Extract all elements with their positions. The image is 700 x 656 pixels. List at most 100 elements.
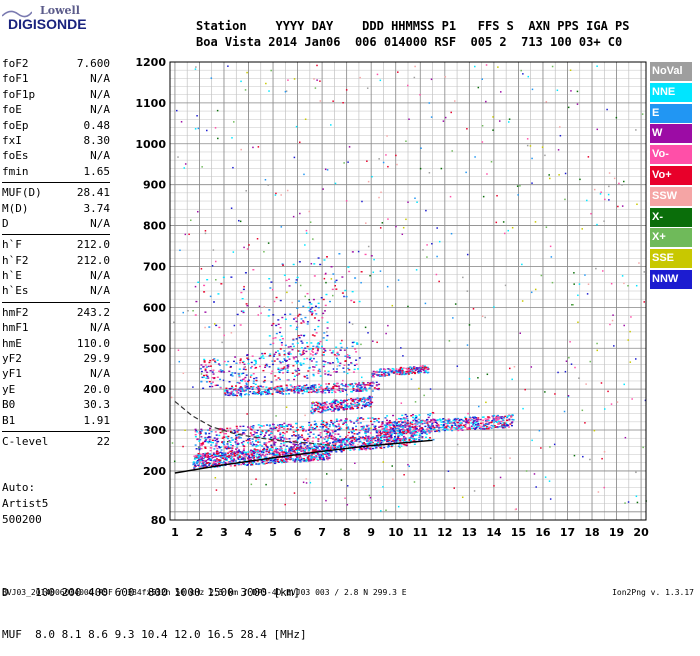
noise-point xyxy=(324,168,327,171)
echo-point xyxy=(485,422,488,425)
echo-point xyxy=(335,407,338,409)
echo-point xyxy=(358,436,361,438)
echo-point xyxy=(360,399,363,401)
echo-point xyxy=(402,435,405,438)
echo-point xyxy=(316,343,319,345)
noise-point xyxy=(534,221,537,223)
echo-point xyxy=(322,444,325,446)
echo-point xyxy=(402,430,405,433)
echo-point xyxy=(317,406,320,409)
echo-point xyxy=(288,358,291,360)
echo-point xyxy=(295,455,298,457)
echo-point xyxy=(310,347,313,350)
noise-point xyxy=(366,87,369,89)
echo-point xyxy=(228,381,231,383)
echo-point xyxy=(247,451,250,453)
noise-point xyxy=(481,315,484,317)
noise-point xyxy=(567,106,570,109)
echo-point xyxy=(322,442,325,444)
echo-point xyxy=(297,459,300,461)
echo-point xyxy=(331,432,334,434)
echo-point xyxy=(439,419,442,422)
echo-point xyxy=(257,386,260,389)
footer-file-info: BVJ03_2014006014000.RSF / 384fx512h 50 k… xyxy=(2,588,407,597)
echo-point xyxy=(286,369,289,372)
echo-point xyxy=(309,460,312,462)
echo-point xyxy=(199,433,202,436)
echo-point xyxy=(472,418,475,420)
echo-point xyxy=(372,376,375,378)
echo-point xyxy=(511,414,514,417)
echo-point xyxy=(371,372,374,375)
echo-point xyxy=(200,458,203,460)
echo-point xyxy=(297,389,300,391)
echo-point xyxy=(412,416,415,419)
echo-point xyxy=(200,364,203,366)
echo-point xyxy=(410,371,413,373)
noise-point xyxy=(559,126,561,128)
echo-point xyxy=(286,457,289,460)
echo-point xyxy=(241,452,244,454)
noise-point xyxy=(387,165,389,168)
echo-point xyxy=(383,436,386,438)
echo-point xyxy=(335,346,338,348)
echo-point xyxy=(304,429,307,432)
echo-point xyxy=(370,396,373,399)
echo-point xyxy=(251,392,254,395)
echo-point xyxy=(283,456,286,458)
echo-point xyxy=(285,452,288,454)
echo-point xyxy=(358,357,361,359)
x-tick-label: 9 xyxy=(367,526,375,539)
echo-point xyxy=(200,370,203,373)
echo-point xyxy=(219,431,222,434)
echo-point xyxy=(224,445,227,448)
echo-point xyxy=(500,420,503,423)
echo-point xyxy=(253,392,256,395)
echo-point xyxy=(303,460,306,462)
parameter-value: N/A xyxy=(90,216,110,230)
echo-point xyxy=(217,293,220,295)
echo-point xyxy=(270,281,273,283)
echo-point xyxy=(355,359,358,361)
echo-point xyxy=(321,448,324,450)
noise-point xyxy=(233,324,236,327)
echo-point xyxy=(197,464,200,466)
echo-point xyxy=(383,424,386,426)
noise-point xyxy=(385,154,387,156)
echo-point xyxy=(323,447,326,449)
echo-point xyxy=(310,342,313,344)
noise-point xyxy=(190,219,192,222)
noise-point xyxy=(287,79,289,81)
echo-point xyxy=(408,425,411,427)
noise-point xyxy=(251,441,254,443)
echo-point xyxy=(306,323,309,325)
echo-point xyxy=(397,370,400,372)
echo-point xyxy=(251,438,254,440)
echo-point xyxy=(274,388,277,390)
echo-point xyxy=(337,409,340,412)
echo-point xyxy=(382,434,385,437)
echo-point xyxy=(219,387,222,389)
noise-point xyxy=(521,263,523,266)
header-values: Boa Vista 2014 Jan06 006 014000 RSF 005 … xyxy=(196,35,623,49)
echo-point xyxy=(234,356,237,358)
noise-point xyxy=(444,116,447,119)
echo-point xyxy=(312,386,315,388)
echo-point xyxy=(364,439,367,441)
echo-point xyxy=(283,451,286,454)
noise-point xyxy=(407,84,409,87)
echo-point xyxy=(323,406,326,409)
echo-point xyxy=(403,371,406,373)
echo-point xyxy=(274,388,277,391)
echo-point xyxy=(342,384,345,387)
echo-point xyxy=(218,445,221,448)
noise-point xyxy=(382,486,384,488)
echo-point xyxy=(319,406,322,409)
noise-point xyxy=(244,366,247,368)
echo-point xyxy=(314,384,317,386)
noise-point xyxy=(545,101,548,103)
echo-point xyxy=(291,426,294,428)
echo-point xyxy=(429,428,432,431)
echo-point xyxy=(399,368,402,370)
noise-point xyxy=(332,294,334,297)
